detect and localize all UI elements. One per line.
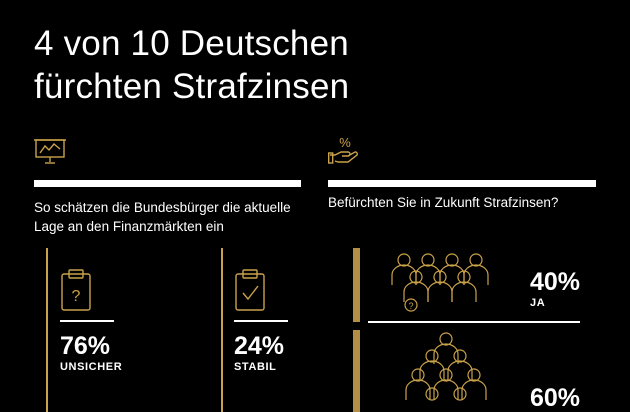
percent-hand-icon: % bbox=[328, 135, 358, 164]
right-stat-1-gold-bar bbox=[353, 248, 360, 322]
right-stat-2-value: 60% bbox=[530, 384, 581, 412]
svg-text:?: ? bbox=[72, 288, 81, 305]
people-group-question-icon: ? bbox=[391, 253, 489, 312]
left-stat-1-gold-line bbox=[46, 248, 48, 412]
left-stat-2-underline bbox=[234, 320, 288, 322]
right-stat-1-underline bbox=[368, 321, 580, 323]
clipboard-question-icon: ? bbox=[61, 269, 91, 311]
left-stat-2-label: STABIL bbox=[234, 361, 277, 373]
right-question: Befürchten Sie in Zukunft Strafzinsen? bbox=[328, 195, 559, 210]
left-section-divider bbox=[34, 180, 301, 187]
right-section-divider bbox=[328, 180, 596, 187]
title-line-2: fürchten Strafzinsen bbox=[34, 67, 350, 106]
people-group-icon bbox=[405, 332, 487, 401]
left-question-line-2: Lage an den Finanzmärkten ein bbox=[34, 219, 224, 234]
svg-text:%: % bbox=[339, 135, 351, 150]
left-stat-1-label: UNSICHER bbox=[60, 361, 123, 373]
right-stat-2-gold-bar bbox=[353, 330, 360, 412]
left-stat-2-value: 24% bbox=[234, 332, 285, 360]
left-stat-1-underline bbox=[60, 320, 114, 322]
right-stat-1-value: 40% bbox=[530, 268, 581, 296]
clipboard-check-icon bbox=[235, 269, 265, 311]
left-question-line-1: So schätzen die Bundesbürger die aktuell… bbox=[34, 200, 291, 215]
left-question: So schätzen die Bundesbürger die aktuell… bbox=[34, 198, 291, 236]
svg-text:?: ? bbox=[408, 301, 413, 311]
chart-easel-icon bbox=[34, 139, 66, 164]
title-line-1: 4 von 10 Deutschen bbox=[34, 24, 349, 63]
left-stat-2-gold-line bbox=[221, 248, 223, 412]
page-title: 4 von 10 Deutschen fürchten Strafzinsen bbox=[34, 22, 349, 108]
right-stat-1-label: JA bbox=[530, 297, 546, 309]
left-stat-1-value: 76% bbox=[60, 332, 111, 360]
